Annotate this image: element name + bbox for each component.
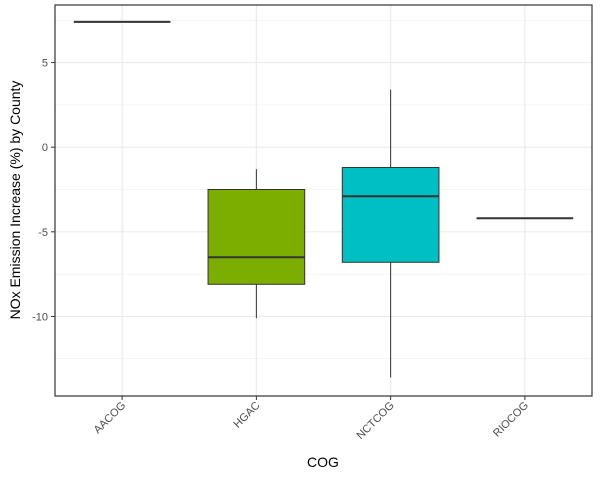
x-tick-label: HGAC <box>232 400 263 431</box>
x-tick-label: RIOCOG <box>491 400 531 440</box>
box-nctcog <box>341 89 440 378</box>
y-tick-label: -5 <box>38 227 48 239</box>
x-tick-label: NCTCOG <box>355 400 397 442</box>
x-axis-title: COG <box>307 454 339 470</box>
box-body <box>207 188 306 285</box>
grid-layer <box>55 5 592 396</box>
x-tick-label: AACOG <box>92 400 129 437</box>
box-hgac <box>207 169 306 319</box>
y-tick-label: 0 <box>42 142 48 154</box>
box-body <box>341 166 440 263</box>
y-axis-title: NOx Emission Increase (%) by County <box>7 81 23 320</box>
y-tick-label: -10 <box>32 311 48 323</box>
panel-border <box>54 4 593 397</box>
y-tick-label: 5 <box>42 58 48 70</box>
box-layer <box>73 20 574 378</box>
